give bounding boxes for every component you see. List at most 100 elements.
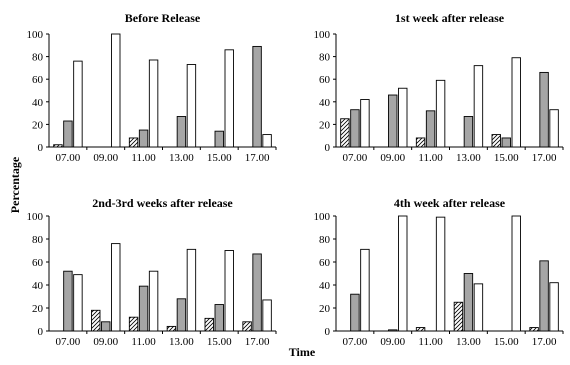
bar-11.00-series-3 [148, 59, 159, 148]
y-tick-label: 40 [32, 280, 44, 292]
bar-15.00-series-3 [224, 49, 234, 148]
x-tick-label: 11.00 [418, 152, 443, 164]
bar-07.00-series-2 [350, 109, 360, 148]
y-tick-label: 20 [32, 303, 44, 315]
y-tick-label: 40 [319, 280, 331, 292]
x-tick-label: 15.00 [494, 152, 519, 164]
bar-09.00-series-3 [398, 87, 408, 148]
bar-11.00-series-3 [148, 270, 159, 332]
y-tick-label: 20 [319, 119, 331, 131]
x-tick-label: 13.00 [456, 152, 481, 164]
bar-17.00-series-2 [252, 253, 262, 332]
x-tick-label: 09.00 [380, 152, 405, 164]
bar-11.00-series-1 [415, 137, 426, 148]
bar-15.00-series-2 [214, 304, 224, 332]
y-tick-label: 100 [314, 29, 331, 41]
x-tick-label: 07.00 [56, 336, 81, 348]
bar-17.00-series-3 [262, 134, 272, 148]
y-tick-label: 80 [32, 234, 44, 246]
x-tick-label: 11.00 [131, 336, 156, 348]
bar-13.00-series-2 [176, 116, 187, 148]
bar-09.00-series-3 [111, 243, 121, 332]
chart-title: 2nd-3rd weeks after release [92, 196, 233, 210]
bar-15.00-series-3 [511, 57, 521, 148]
y-tick-label: 0 [38, 326, 44, 338]
chart-panel-2: 1st week after release 0 20 40 60 80 100 07.00 0… [314, 11, 564, 164]
y-tick-label: 60 [32, 257, 44, 269]
bar-11.00-series-3 [435, 216, 446, 332]
x-tick-label: 09.00 [380, 336, 405, 348]
bar-13.00-series-3 [186, 64, 197, 148]
x-tick-label: 15.00 [207, 336, 232, 348]
y-tick-label: 0 [38, 142, 44, 154]
x-tick-label: 17.00 [245, 336, 270, 348]
x-tick-label: 13.00 [456, 336, 481, 348]
y-tick-label: 80 [319, 234, 331, 246]
bar-13.00-series-3 [473, 65, 484, 148]
bar-07.00-series-1 [53, 144, 63, 148]
bar-11.00-series-3 [435, 79, 446, 148]
y-tick-label: 60 [319, 257, 331, 269]
bar-13.00-series-3 [186, 248, 197, 332]
bar-09.00-series-2 [388, 329, 398, 332]
bar-07.00-series-2 [63, 120, 73, 148]
chart-title: 4th week after release [394, 196, 506, 210]
y-tick-label: 80 [319, 52, 331, 64]
bar-17.00-series-2 [539, 260, 549, 332]
y-tick-label: 100 [27, 29, 44, 41]
x-tick-label: 13.00 [169, 336, 194, 348]
y-tick-label: 20 [32, 119, 44, 131]
y-tick-label: 40 [319, 97, 331, 109]
x-tick-label: 11.00 [418, 336, 443, 348]
bar-09.00-series-2 [388, 94, 398, 148]
bar-11.00-series-1 [128, 137, 139, 148]
x-tick-label: 17.00 [532, 152, 557, 164]
bar-09.00-series-1 [91, 309, 101, 332]
bar-15.00-series-2 [501, 137, 511, 148]
bar-17.00-series-3 [549, 109, 559, 148]
x-tick-label: 15.00 [207, 152, 232, 164]
y-tick-label: 60 [32, 74, 44, 86]
x-axis-title: Time [289, 345, 316, 359]
bar-11.00-series-1 [128, 316, 139, 332]
bar-07.00-series-2 [350, 293, 360, 332]
bar-11.00-series-2 [138, 285, 149, 332]
chart-panel-1: Before Release 0 20 40 60 80 100 07.00 09.00 11.0… [27, 11, 277, 164]
bar-07.00-series-1 [340, 118, 350, 148]
x-tick-label: 07.00 [343, 336, 368, 348]
bar-17.00-series-1 [242, 321, 252, 332]
bar-09.00-series-3 [111, 33, 121, 148]
bar-13.00-series-2 [176, 298, 187, 332]
x-tick-label: 17.00 [245, 152, 270, 164]
bar-11.00-series-2 [425, 110, 436, 148]
bar-17.00-series-2 [252, 45, 262, 148]
bar-17.00-series-2 [539, 71, 549, 148]
bar-15.00-series-3 [511, 215, 521, 332]
y-tick-label: 20 [319, 303, 331, 315]
bar-07.00-series-3 [360, 248, 370, 332]
x-tick-label: 09.00 [93, 336, 118, 348]
bar-13.00-series-2 [463, 273, 474, 332]
bar-17.00-series-3 [262, 299, 272, 332]
x-tick-label: 09.00 [93, 152, 118, 164]
bar-07.00-series-3 [73, 60, 83, 148]
y-tick-label: 100 [27, 211, 44, 223]
bar-13.00-series-2 [463, 116, 474, 148]
bar-09.00-series-3 [398, 215, 408, 332]
chart-panels: Before Release 0 20 40 60 80 100 07.00 09.00 11.0… [27, 11, 564, 348]
y-tick-label: 40 [32, 97, 44, 109]
chart-title: 1st week after release [395, 11, 505, 25]
bar-15.00-series-1 [491, 134, 501, 148]
bar-15.00-series-2 [214, 130, 224, 148]
bar-09.00-series-2 [101, 321, 111, 332]
bar-07.00-series-2 [63, 270, 73, 332]
y-tick-label: 60 [319, 74, 331, 86]
chart-panel-4: 4th week after release 0 20 40 60 80 100 07.00 0… [314, 196, 564, 348]
bar-13.00-series-3 [473, 283, 484, 332]
bar-17.00-series-3 [549, 282, 559, 332]
y-axis-title: Percentage [8, 156, 22, 213]
x-tick-label: 13.00 [169, 152, 194, 164]
x-tick-label: 15.00 [494, 336, 519, 348]
bar-17.00-series-1 [529, 327, 539, 332]
